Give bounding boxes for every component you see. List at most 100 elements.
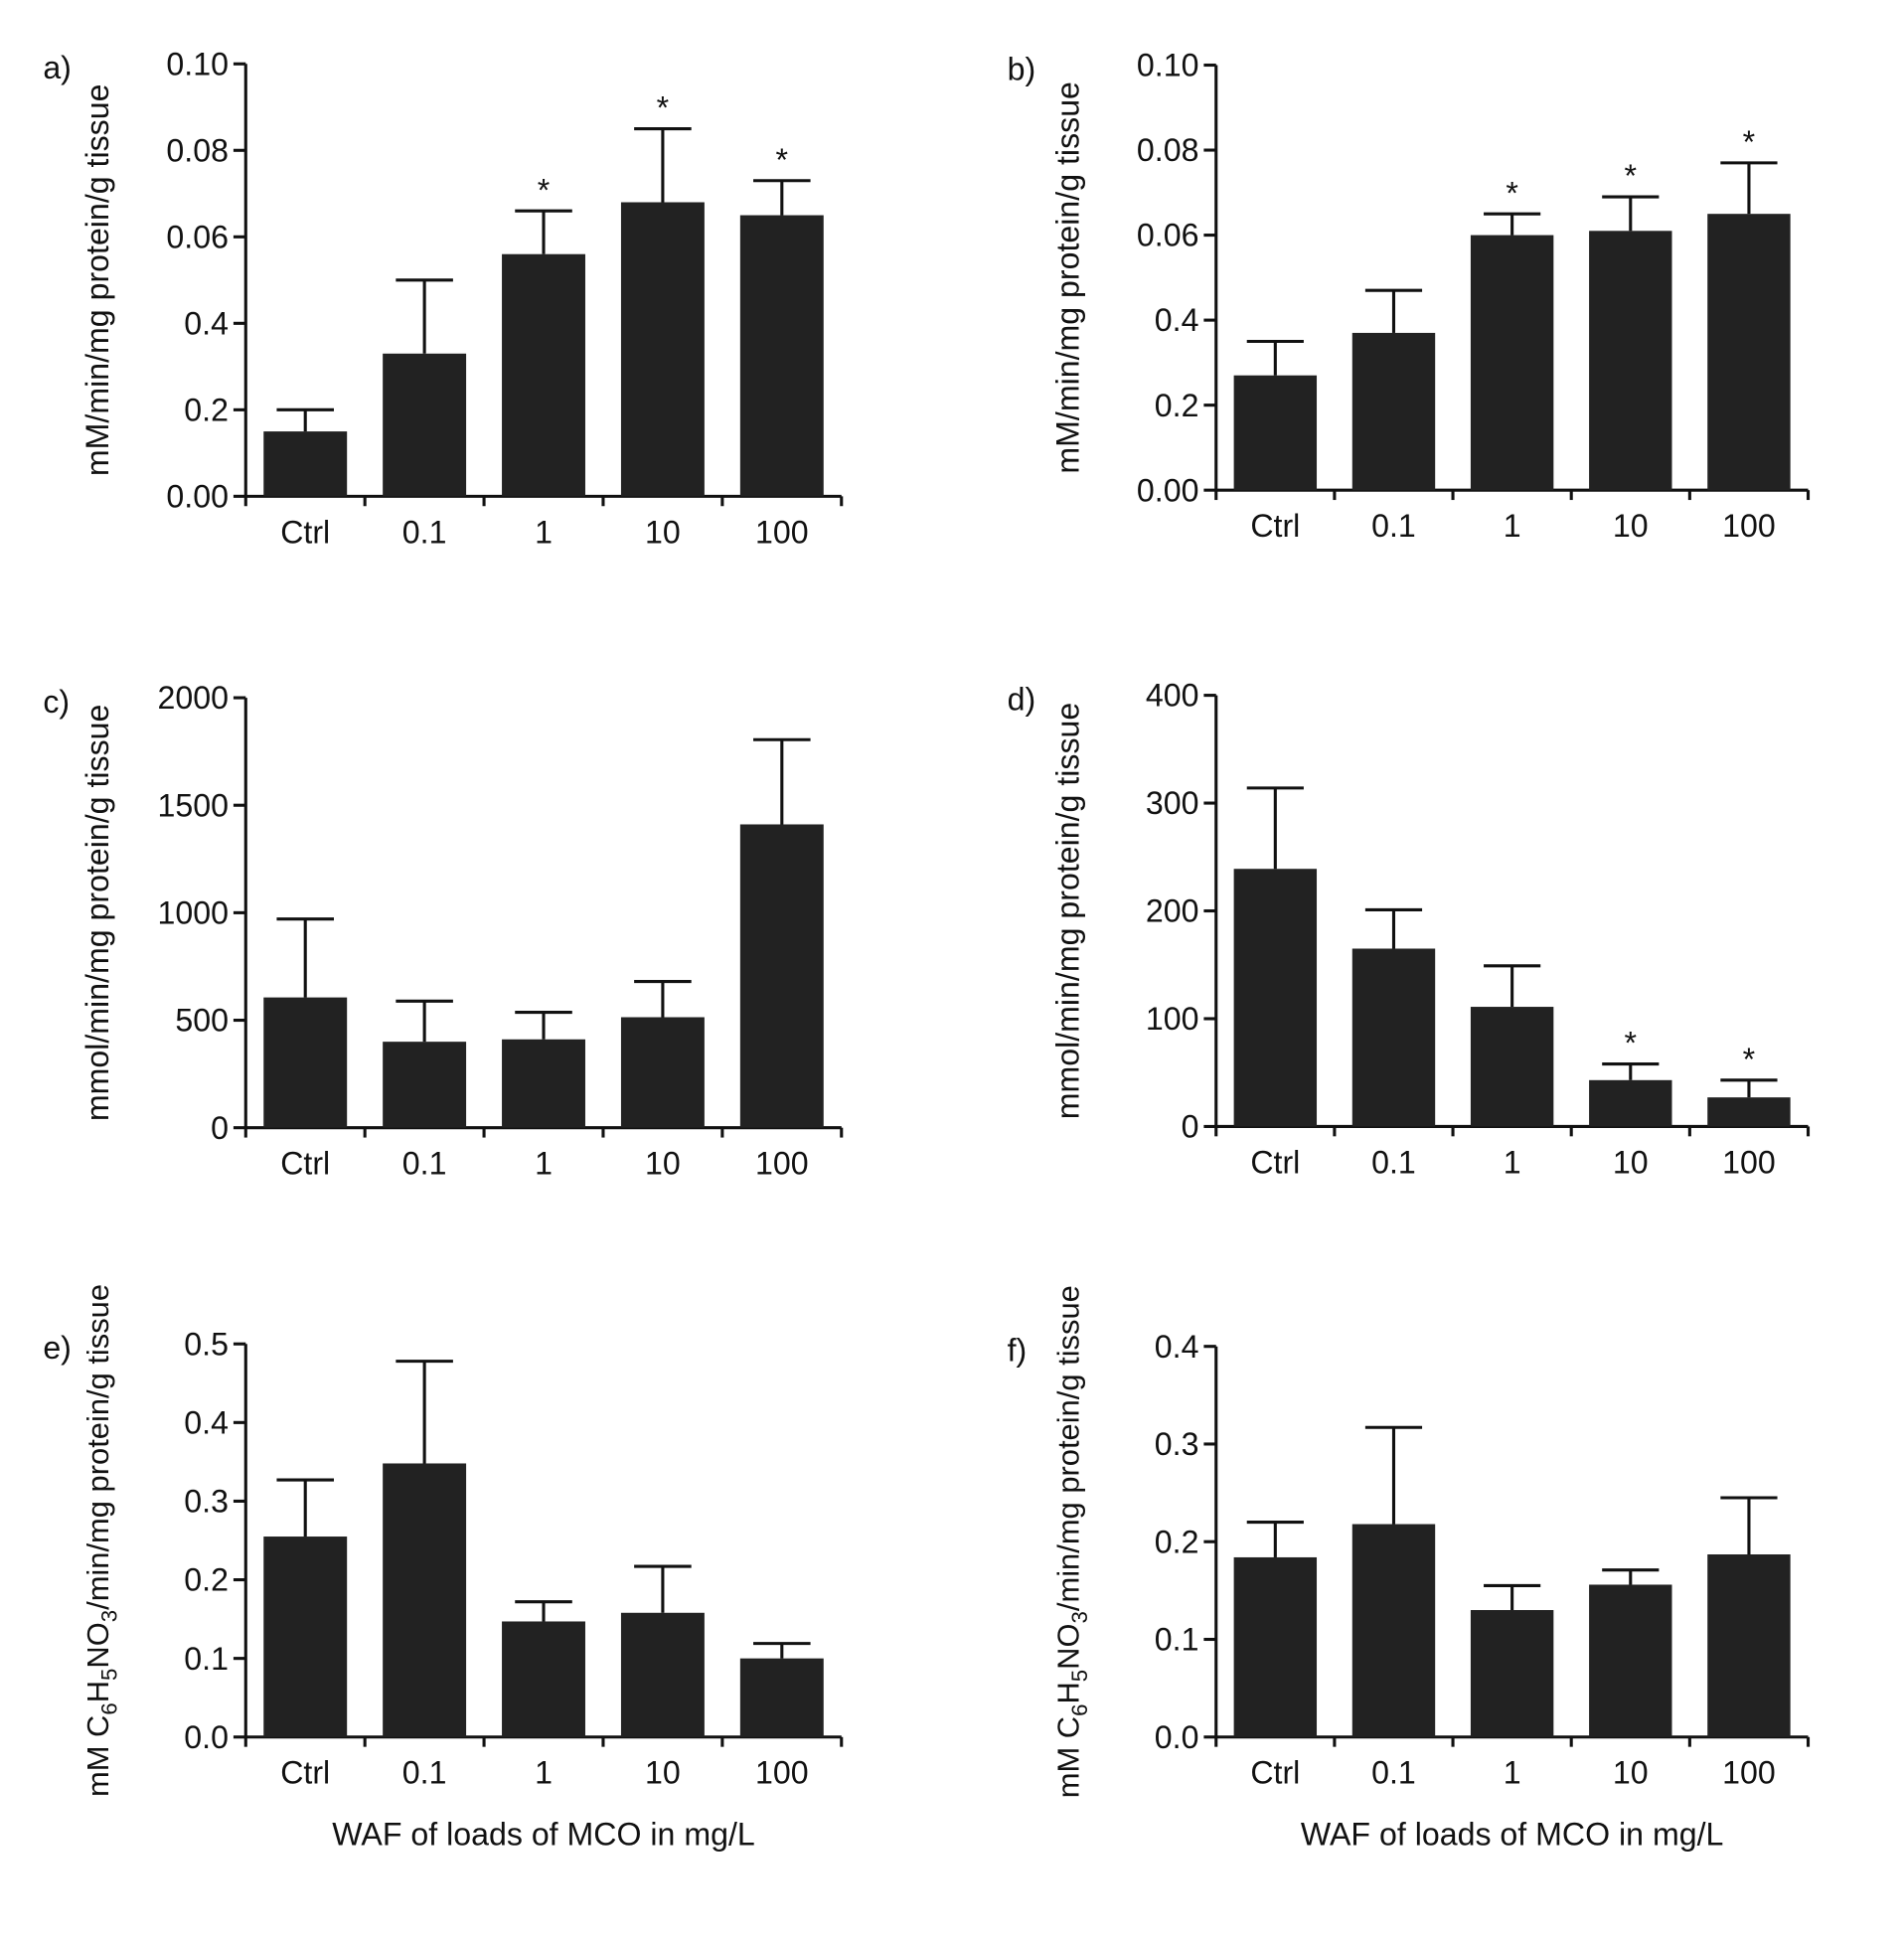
x-tick-label: Ctrl (280, 1755, 330, 1791)
y-axis-label-part: 5 (1067, 1670, 1092, 1682)
significance-marker: * (1506, 175, 1518, 211)
y-tick-label: 1500 (158, 787, 229, 823)
bar (1351, 332, 1436, 491)
significance-marker: * (1743, 124, 1756, 160)
y-tick-label: 0.5 (184, 1326, 229, 1362)
bar (263, 1537, 348, 1737)
x-tick-label: 1 (535, 514, 553, 550)
bar (1233, 1556, 1318, 1737)
y-axis-label-part: 3 (1067, 1611, 1092, 1623)
y-axis-label-part: 3 (96, 1610, 121, 1622)
x-tick-label: 0.1 (1371, 508, 1416, 544)
y-tick-label: 0.00 (1137, 472, 1199, 508)
bar (620, 1612, 705, 1737)
bar (1470, 235, 1554, 491)
significance-marker: * (1625, 158, 1638, 194)
significance-marker: * (1743, 1042, 1756, 1077)
bar (1233, 375, 1318, 491)
y-tick-label: 0.06 (1137, 218, 1199, 253)
bar (739, 824, 824, 1128)
bar (620, 202, 705, 497)
y-tick-label: 0.2 (1155, 388, 1199, 423)
x-axis-label: WAF of loads of MCO in mg/L (1301, 1817, 1723, 1853)
bar (1707, 1554, 1791, 1737)
y-tick-label: 0.06 (166, 219, 229, 254)
bar (1589, 1079, 1672, 1127)
y-tick-label: 0.2 (184, 1562, 229, 1598)
y-axis-label-part: 6 (96, 1702, 121, 1714)
y-tick-label: 0.10 (1137, 48, 1199, 83)
y-axis-label-part: 6 (1067, 1704, 1092, 1716)
y-axis-label-part: 5 (96, 1669, 121, 1681)
y-tick-label: 0.08 (1137, 132, 1199, 168)
y-tick-label: 2000 (158, 680, 229, 716)
x-tick-label: 100 (1722, 1144, 1776, 1180)
bar (739, 215, 824, 497)
y-axis-label-part: mM C (1050, 1716, 1085, 1798)
bar (1589, 1584, 1672, 1737)
bar (1470, 1007, 1554, 1127)
bar (383, 353, 467, 497)
y-tick-label: 0.0 (184, 1719, 229, 1755)
bar (1470, 1610, 1554, 1737)
y-tick-label: 0 (211, 1110, 229, 1146)
panel-label: b) (1008, 51, 1036, 86)
panel-label: a) (43, 50, 72, 85)
x-tick-label: 1 (1504, 1755, 1521, 1791)
x-tick-label: 10 (1613, 508, 1649, 544)
x-tick-label: 10 (1613, 1755, 1649, 1791)
x-tick-label: 100 (755, 1755, 809, 1791)
panel-label: f) (1008, 1333, 1028, 1369)
y-tick-label: 0.4 (1155, 302, 1199, 338)
x-tick-label: Ctrl (280, 514, 330, 550)
y-axis-label: mM/min/mg protein/g tissue (79, 84, 115, 477)
significance-marker: * (776, 142, 789, 178)
x-tick-label: 10 (1613, 1144, 1649, 1180)
x-tick-label: Ctrl (1250, 1144, 1300, 1180)
x-tick-label: Ctrl (280, 1146, 330, 1182)
bar (502, 1039, 585, 1128)
bar (1707, 214, 1791, 491)
y-axis-label: mM C6H5NO3/min/mg protein/g tissue (1050, 1285, 1092, 1798)
y-tick-label: 0.08 (166, 132, 229, 168)
x-tick-label: 10 (645, 1146, 681, 1182)
bar (620, 1017, 705, 1128)
y-tick-label: 0.2 (1155, 1524, 1199, 1559)
x-tick-label: Ctrl (1250, 1755, 1300, 1791)
y-tick-label: 0.0 (1155, 1719, 1199, 1755)
y-tick-label: 0.1 (1155, 1622, 1199, 1658)
significance-marker: * (1625, 1026, 1638, 1061)
x-axis-label: WAF of loads of MCO in mg/L (332, 1817, 754, 1853)
x-tick-label: 10 (645, 1755, 681, 1791)
x-tick-label: 1 (535, 1146, 553, 1182)
y-axis-label: mM/min/mg protein/g tissue (1049, 81, 1085, 474)
y-tick-label: 0 (1182, 1109, 1199, 1145)
x-tick-label: 100 (755, 514, 809, 550)
x-tick-label: 10 (645, 514, 681, 550)
y-tick-label: 0.3 (184, 1484, 229, 1520)
bar (1351, 948, 1436, 1127)
x-tick-label: 0.1 (1371, 1755, 1416, 1791)
y-tick-label: 0.3 (1155, 1426, 1199, 1462)
panel-label: c) (43, 684, 70, 720)
panel-label: d) (1008, 681, 1036, 717)
y-axis-label-part: /min/mg protein/g tissue (1050, 1285, 1085, 1611)
bar (502, 253, 585, 497)
y-tick-label: 300 (1146, 785, 1199, 821)
y-tick-label: 0.00 (166, 478, 229, 514)
bar (502, 1621, 585, 1737)
y-tick-label: 0.4 (184, 305, 229, 341)
y-axis-label-part: H (80, 1681, 115, 1702)
significance-marker: * (657, 90, 670, 126)
x-tick-label: 100 (755, 1146, 809, 1182)
y-tick-label: 400 (1146, 678, 1199, 714)
y-tick-label: 100 (1146, 1001, 1199, 1037)
y-tick-label: 1000 (158, 895, 229, 931)
bar (1707, 1097, 1791, 1127)
y-tick-label: 500 (175, 1003, 229, 1039)
y-axis-label-part: NO (1050, 1624, 1085, 1670)
bar (263, 431, 348, 497)
bar (1351, 1524, 1436, 1737)
